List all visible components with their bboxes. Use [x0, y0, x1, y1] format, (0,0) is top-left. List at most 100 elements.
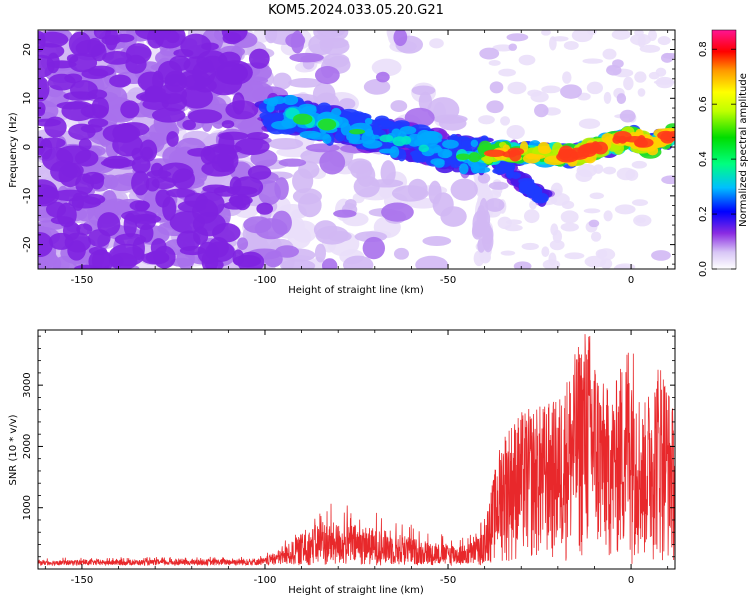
heatmap-cell: [208, 236, 229, 258]
heatmap-cell: [529, 200, 537, 210]
heatmap-cell: [399, 125, 417, 135]
heatmap-cell: [272, 72, 292, 90]
snr-x-ticks: -150 -100 -50 0: [44, 330, 669, 586]
heatmap-cell: [44, 116, 67, 138]
heatmap-cell: [442, 139, 459, 149]
heatmap-cell: [497, 216, 512, 230]
heatmap-cell: [468, 152, 481, 163]
heatmap-cell: [362, 139, 383, 149]
heatmap-cell: [488, 181, 509, 190]
heatmap-cell: [135, 200, 150, 212]
heatmap-cell: [392, 136, 407, 147]
x-tick-label: 0: [628, 575, 634, 586]
chart-title: KOM5.2024.033.05.20.G21: [268, 3, 444, 18]
heatmap-cell: [38, 54, 55, 78]
heatmap-cell: [541, 30, 551, 36]
heatmap-cell: [90, 172, 104, 190]
heatmap-cell: [647, 30, 658, 42]
heatmap-cell: [221, 30, 248, 43]
heatmap-cell: [476, 204, 486, 227]
heatmap-cell: [317, 102, 332, 114]
heatmap-cell: [226, 186, 258, 196]
heatmap-cell: [232, 249, 245, 266]
heatmap-cell: [239, 80, 265, 101]
y-tick-label: -10: [22, 188, 33, 204]
colorbar: 0.0 0.2 0.4 0.6 0.8 Normalized spectral ampl…: [698, 29, 749, 277]
heatmap-cell: [232, 92, 245, 115]
snr-y-label: SNR (10 * v/v): [8, 414, 19, 485]
heatmap-cell: [391, 185, 429, 202]
heatmap-cell: [533, 196, 548, 204]
colorbar-ticks: 0.0 0.2 0.4 0.6 0.8: [698, 41, 736, 277]
heatmap-cell: [397, 148, 407, 162]
heatmap-cell: [428, 180, 442, 205]
heatmap-cell: [256, 202, 274, 215]
heatmap-cell: [157, 60, 183, 85]
heatmap-cell: [506, 124, 525, 140]
heatmap-cell: [602, 48, 617, 60]
x-tick-label: -100: [254, 275, 277, 286]
heatmap-cell: [38, 252, 62, 269]
heatmap-cell: [202, 184, 230, 193]
heatmap-cell: [363, 79, 391, 95]
y-tick-label: 20: [22, 43, 33, 56]
x-tick-label: -100: [254, 575, 277, 586]
heatmap-cell: [228, 195, 253, 206]
heatmap-cell: [549, 239, 565, 251]
heatmap-cell: [297, 126, 305, 134]
heatmap-cell: [93, 30, 111, 40]
heatmap-cell: [518, 54, 536, 66]
heatmap-cell: [288, 78, 323, 88]
heatmap-cell: [375, 71, 390, 83]
heatmap-cell: [541, 85, 561, 94]
snr-series-line: [38, 334, 675, 567]
heatmap-cell: [78, 138, 92, 151]
heatmap-cell: [614, 204, 636, 215]
y-tick-label: -20: [22, 236, 33, 252]
heatmap-cell: [470, 139, 479, 148]
heatmap-cell: [570, 151, 585, 158]
heatmap-cell: [606, 64, 622, 76]
heatmap-cell: [500, 116, 511, 126]
heatmap-cell: [173, 48, 194, 58]
heatmap-cell: [333, 209, 357, 218]
heatmap-cell: [41, 137, 66, 149]
heatmap-cell: [371, 134, 381, 140]
heatmap-cell: [664, 136, 675, 142]
heatmap-cell: [623, 76, 634, 91]
heatmap-cell: [455, 153, 471, 160]
spectrogram-x-label: Height of straight line (km): [288, 285, 424, 296]
heatmap-cell: [489, 81, 504, 94]
heatmap-cell: [289, 52, 324, 63]
heatmap-cell: [631, 160, 647, 169]
colorbar-tick-label: 0.4: [698, 151, 709, 167]
heatmap-cell: [114, 33, 135, 43]
heatmap-cell: [521, 242, 539, 251]
colorbar-label: Normalized spectral amplitude: [738, 73, 749, 227]
spectrogram-y-ticks: -20 -10 0 10 20: [22, 29, 675, 265]
heatmap-cell: [411, 85, 436, 96]
heatmap-cell: [502, 151, 517, 158]
heatmap-cell: [551, 36, 569, 42]
spectrogram-frame: [37, 29, 676, 270]
heatmap-cell: [379, 134, 394, 143]
heatmap-cell: [590, 231, 602, 242]
heatmap-cell: [38, 76, 50, 102]
heatmap-cell: [390, 100, 408, 113]
heatmap-cell: [582, 58, 604, 64]
heatmap-cell: [308, 34, 334, 56]
heatmap-cell: [234, 137, 270, 156]
heatmap-cell: [364, 117, 373, 125]
heatmap-cell: [380, 160, 396, 186]
heatmap-cell: [254, 218, 288, 240]
heatmap-cell: [393, 247, 409, 260]
heatmap-cell: [47, 73, 76, 91]
heatmap-cell: [166, 131, 179, 147]
heatmap-cell: [648, 71, 660, 80]
heatmap-cell: [393, 30, 408, 47]
heatmap-cell: [91, 97, 110, 119]
heatmap-cell: [248, 48, 270, 69]
heatmap-cell: [314, 243, 326, 263]
heatmap-cell: [269, 112, 285, 120]
heatmap-cell: [293, 113, 313, 125]
